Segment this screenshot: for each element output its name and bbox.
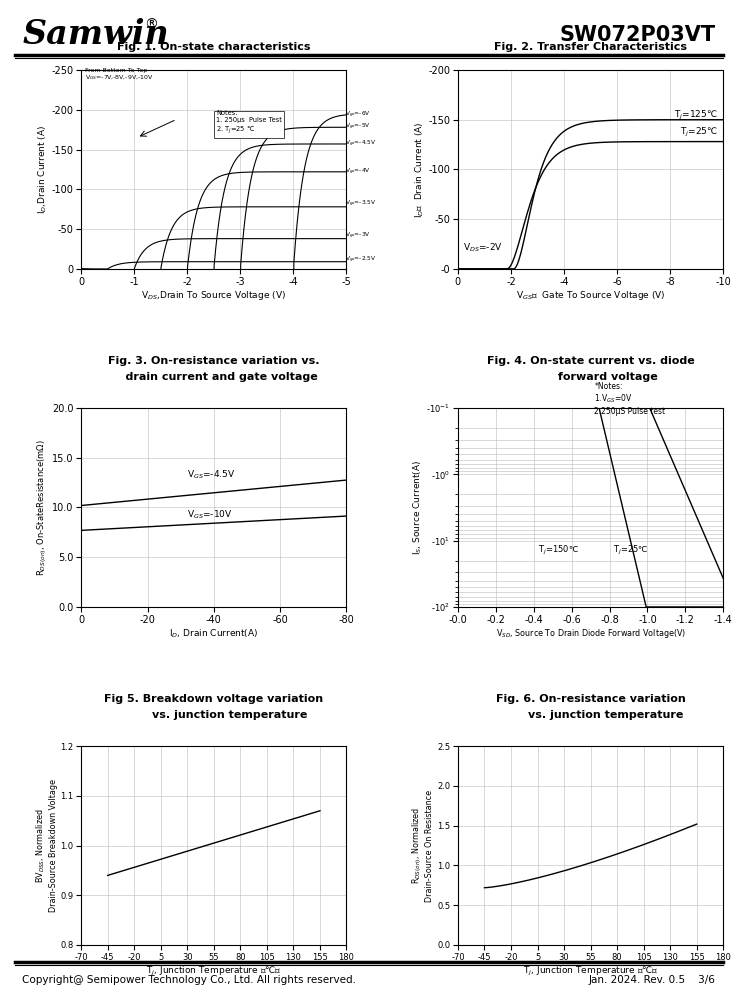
Y-axis label: I$_S$, Source Current(A): I$_S$, Source Current(A) [411,460,424,555]
X-axis label: T$_j$, Junction Temperature （℃）: T$_j$, Junction Temperature （℃） [523,964,658,978]
Text: drain current and gate voltage: drain current and gate voltage [110,372,318,382]
Text: T$_j$=150℃: T$_j$=150℃ [537,544,579,557]
Text: V$_{gs}$=-4V: V$_{gs}$=-4V [345,167,371,177]
Text: ®: ® [144,18,158,32]
Text: Fig. 6. On-resistance variation: Fig. 6. On-resistance variation [496,694,686,704]
Text: T$_j$=25℃: T$_j$=25℃ [613,544,649,557]
Text: Copyright@ Semipower Technology Co., Ltd. All rights reserved.: Copyright@ Semipower Technology Co., Ltd… [22,975,356,985]
Text: *Notes:
1.V$_{GS}$=0V
2.250μS Pulse test: *Notes: 1.V$_{GS}$=0V 2.250μS Pulse test [594,382,666,416]
Text: V$_{gs}$=-2.5V: V$_{gs}$=-2.5V [345,255,377,265]
Y-axis label: I$_D$,Drain Current (A): I$_D$,Drain Current (A) [36,125,49,214]
Text: Jan. 2024. Rev. 0.5    3/6: Jan. 2024. Rev. 0.5 3/6 [589,975,716,985]
X-axis label: V$_{SD}$, Source To Drain Diode Forward Voltage(V): V$_{SD}$, Source To Drain Diode Forward … [495,627,686,640]
Text: SW072P03VT: SW072P03VT [559,25,716,45]
Text: V$_{gs}$=-3.5V: V$_{gs}$=-3.5V [345,199,377,209]
X-axis label: I$_D$, Drain Current(A): I$_D$, Drain Current(A) [169,627,258,640]
Text: V$_{GS}$=-10V: V$_{GS}$=-10V [187,508,233,521]
Y-axis label: BV$_{DSS}$, Normalized
Drain-Source Breakdown Voltage: BV$_{DSS}$, Normalized Drain-Source Brea… [35,779,58,912]
Text: Fig 5. Breakdown voltage variation: Fig 5. Breakdown voltage variation [104,694,323,704]
Y-axis label: I$_D$，  Drain Current (A): I$_D$， Drain Current (A) [413,121,426,218]
Text: vs. junction temperature: vs. junction temperature [497,710,684,720]
Y-axis label: R$_{DS(on)}$, On-StateResistance(mΩ): R$_{DS(on)}$, On-StateResistance(mΩ) [35,439,49,576]
Text: Notes:
1. 250μs  Pulse Test
2. T$_j$=25 ℃: Notes: 1. 250μs Pulse Test 2. T$_j$=25 ℃ [216,110,283,136]
Text: V$_{DS}$=-2V: V$_{DS}$=-2V [463,242,503,254]
Text: From Bottom To Top: From Bottom To Top [86,68,148,73]
Text: V$_{gs}$=-4.5V: V$_{gs}$=-4.5V [345,139,377,149]
X-axis label: V$_{GS}$，  Gate To Source Voltage (V): V$_{GS}$， Gate To Source Voltage (V) [516,289,666,302]
Text: Fig. 3. On-resistance variation vs.: Fig. 3. On-resistance variation vs. [108,356,320,366]
Text: vs. junction temperature: vs. junction temperature [120,710,307,720]
Text: V$_{GS}$=-7V,-8V,-9V,-10V: V$_{GS}$=-7V,-8V,-9V,-10V [86,74,154,82]
Text: T$_j$=125℃: T$_j$=125℃ [674,109,718,122]
X-axis label: T$_j$, Junction Temperature （℃）: T$_j$, Junction Temperature （℃） [146,964,282,978]
Text: V$_{GS}$=-4.5V: V$_{GS}$=-4.5V [187,469,236,481]
Text: T$_j$=25℃: T$_j$=25℃ [680,126,718,139]
Text: V$_{gs}$=-5V: V$_{gs}$=-5V [345,122,371,132]
Text: V$_{gs}$=-6V: V$_{gs}$=-6V [345,109,371,120]
Text: forward voltage: forward voltage [523,372,658,382]
Text: V$_{gs}$=-3V: V$_{gs}$=-3V [345,230,371,241]
X-axis label: V$_{DS}$,Drain To Source Voltage (V): V$_{DS}$,Drain To Source Voltage (V) [142,289,286,302]
Y-axis label: R$_{DS(on)}$, Normalized
Drain-Source On Resistance: R$_{DS(on)}$, Normalized Drain-Source On… [410,790,435,902]
Text: Fig. 1. On-state characteristics: Fig. 1. On-state characteristics [117,42,311,52]
Text: Fig. 2. Transfer Characteristics: Fig. 2. Transfer Characteristics [494,42,687,52]
Text: Fig. 4. On-state current vs. diode: Fig. 4. On-state current vs. diode [486,356,694,366]
Text: Samwin: Samwin [22,18,169,51]
